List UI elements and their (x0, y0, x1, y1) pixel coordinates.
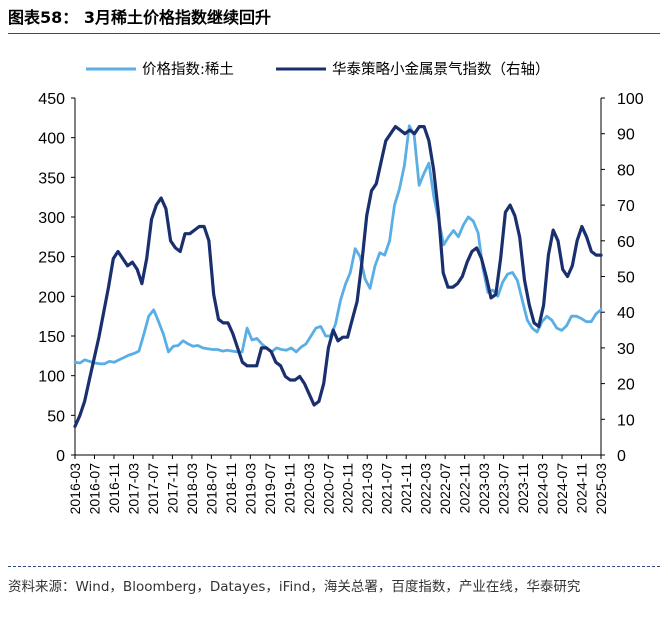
x-tick-label: 2025-03 (593, 463, 609, 515)
y2-tick-label: 50 (617, 270, 635, 287)
y-tick-label: 200 (38, 289, 65, 306)
y2-tick-label: 70 (617, 198, 635, 215)
y2-tick-label: 30 (617, 341, 635, 358)
y2-tick-label: 90 (617, 127, 635, 144)
x-tick-label: 2024-11 (574, 463, 590, 514)
y-tick-label: 0 (56, 448, 65, 465)
chart-axes: 4504003503002502001501005001009080706050… (38, 91, 644, 514)
x-tick-label: 2021-11 (398, 463, 414, 514)
y-tick-label: 150 (38, 329, 65, 346)
y2-tick-label: 100 (617, 91, 644, 108)
x-tick-label: 2024-03 (535, 463, 551, 515)
x-tick-label: 2022-11 (457, 463, 473, 514)
line-chart: 价格指数:稀土 华泰策略小金属景气指数（右轴） 4504003503002502… (38, 61, 644, 514)
x-tick-label: 2017-07 (145, 463, 161, 515)
chart-legend: 价格指数:稀土 华泰策略小金属景气指数（右轴） (86, 61, 550, 78)
y2-tick-label: 40 (617, 305, 635, 322)
y-tick-label: 400 (38, 131, 65, 148)
x-tick-label: 2022-03 (418, 463, 434, 515)
x-tick-label: 2019-11 (281, 463, 297, 514)
x-tick-label: 2023-03 (476, 463, 492, 515)
x-tick-label: 2020-11 (340, 463, 356, 514)
chart-series (73, 124, 603, 428)
y-tick-label: 450 (38, 91, 65, 108)
x-tick-label: 2021-07 (379, 463, 395, 515)
legend-label-price: 价格指数:稀土 (142, 61, 234, 78)
source-divider (8, 566, 660, 567)
series-line-price (73, 124, 603, 366)
x-tick-label: 2016-07 (86, 463, 102, 515)
x-tick-label: 2023-07 (496, 463, 512, 515)
source-note: 资料来源：Wind，Bloomberg，Datayes，iFind，海关总署，百… (8, 579, 581, 595)
y-tick-label: 350 (38, 170, 65, 187)
x-tick-label: 2019-07 (262, 463, 278, 515)
x-tick-label: 2018-03 (184, 463, 200, 515)
x-tick-label: 2020-03 (301, 463, 317, 515)
y2-tick-label: 60 (617, 234, 635, 251)
title-divider (8, 33, 660, 34)
x-tick-label: 2018-11 (223, 463, 239, 514)
y-tick-label: 100 (38, 369, 65, 386)
series-line-index (73, 124, 603, 428)
x-tick-label: 2016-03 (67, 463, 83, 515)
y2-tick-label: 80 (617, 162, 635, 179)
x-tick-label: 2024-07 (554, 463, 570, 515)
y-tick-label: 300 (38, 210, 65, 227)
x-tick-label: 2018-07 (203, 463, 219, 515)
x-tick-label: 2020-07 (320, 463, 336, 515)
y-tick-label: 50 (47, 408, 65, 425)
x-tick-label: 2017-03 (125, 463, 141, 515)
x-tick-label: 2016-11 (106, 463, 122, 514)
y-tick-label: 250 (38, 250, 65, 267)
figure-title: 图表58： 3月稀土价格指数继续回升 (8, 8, 271, 27)
x-tick-label: 2017-11 (164, 463, 180, 514)
y2-tick-label: 10 (617, 412, 635, 429)
x-tick-label: 2023-11 (515, 463, 531, 514)
x-tick-label: 2019-03 (242, 463, 258, 515)
y2-tick-label: 0 (617, 448, 626, 465)
y2-tick-label: 20 (617, 377, 635, 394)
x-tick-label: 2022-07 (437, 463, 453, 515)
x-tick-label: 2021-03 (359, 463, 375, 515)
legend-label-index: 华泰策略小金属景气指数（右轴） (332, 61, 550, 78)
